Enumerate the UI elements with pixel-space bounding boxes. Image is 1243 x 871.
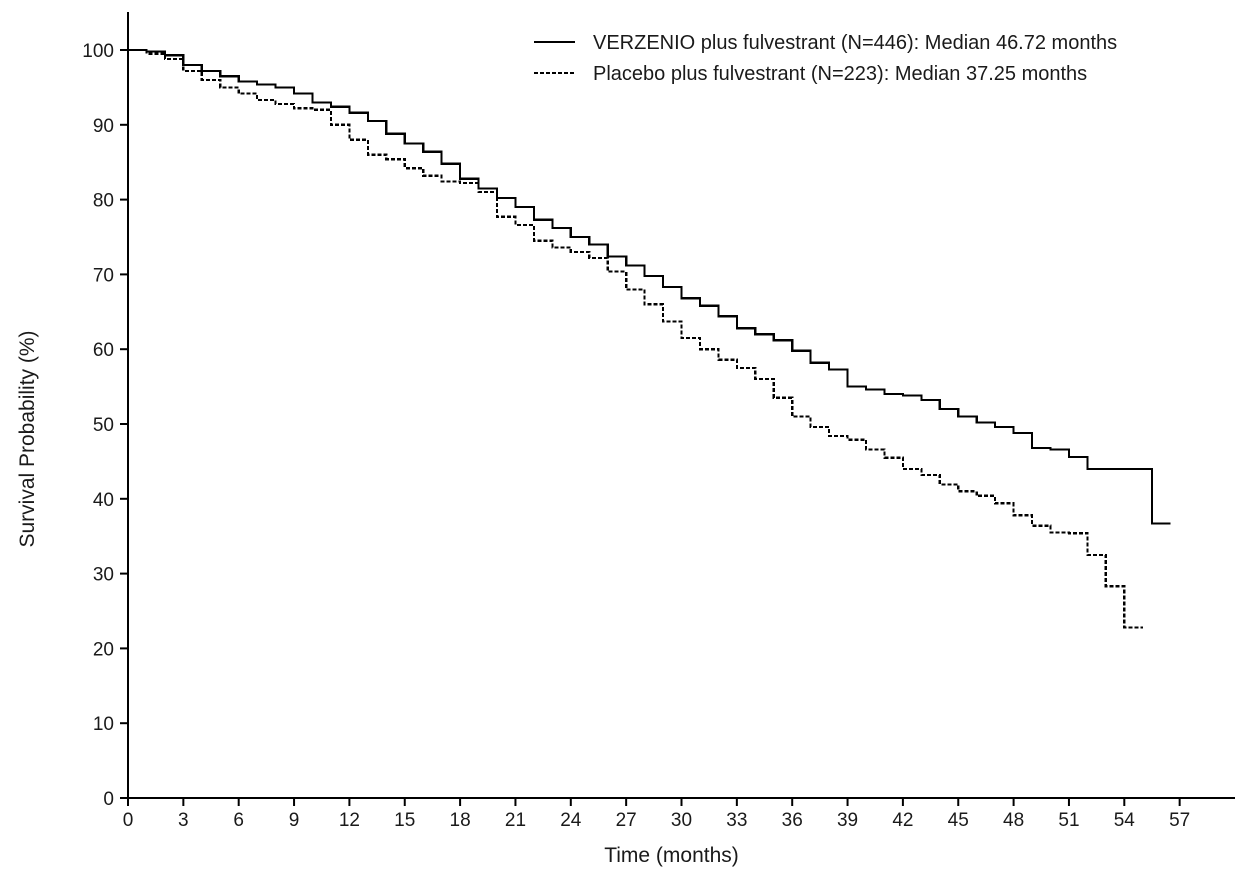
x-tick-label: 21 xyxy=(505,810,526,831)
x-tick-label: 45 xyxy=(948,810,969,831)
y-tick-label: 0 xyxy=(103,789,114,810)
x-tick-label: 18 xyxy=(450,810,471,831)
series-lines xyxy=(128,48,1171,629)
x-tick-label: 51 xyxy=(1058,810,1079,831)
y-tick-label: 70 xyxy=(93,265,114,286)
x-axis: 0 3 6 9 12 15 18 21 24 27 30 33 36 39 42 45 48 51 54 57 xyxy=(123,797,1235,831)
x-tick-label: 12 xyxy=(339,810,360,831)
x-tick-label: 42 xyxy=(892,810,913,831)
y-tick-label: 30 xyxy=(93,565,114,586)
y-tick-label: 50 xyxy=(93,415,114,436)
x-tick-label: 57 xyxy=(1169,810,1190,831)
y-tick-label: 40 xyxy=(93,490,114,511)
y-tick-label: 20 xyxy=(93,639,114,660)
x-tick-label: 15 xyxy=(394,810,415,831)
series-line-verzenio xyxy=(128,48,1171,525)
x-tick-label: 0 xyxy=(123,810,134,831)
legend-label: Placebo plus fulvestrant (N=223): Median… xyxy=(593,63,1087,85)
y-tick-label: 100 xyxy=(82,41,114,62)
x-tick-label: 24 xyxy=(560,810,582,831)
x-tick-label: 36 xyxy=(782,810,803,831)
x-tick-label: 33 xyxy=(726,810,747,831)
x-tick-label: 27 xyxy=(616,810,637,831)
x-tick-label: 48 xyxy=(1003,810,1024,831)
x-tick-label: 9 xyxy=(289,810,300,831)
x-tick-label: 3 xyxy=(178,810,189,831)
y-axis-title: Survival Probability (%) xyxy=(16,330,39,547)
legend-label: VERZENIO plus fulvestrant (N=446): Media… xyxy=(593,32,1117,54)
y-tick-label: 90 xyxy=(93,116,114,137)
y-axis: 0 10 20 30 40 50 60 70 80 90 100 xyxy=(82,12,129,810)
x-tick-label: 30 xyxy=(671,810,692,831)
y-tick-label: 10 xyxy=(93,714,114,735)
x-tick-label: 54 xyxy=(1114,810,1136,831)
legend: VERZENIO plus fulvestrant (N=446): Media… xyxy=(534,32,1117,85)
series-line-placebo xyxy=(128,48,1143,629)
x-tick-label: 39 xyxy=(837,810,858,831)
y-tick-label: 60 xyxy=(93,340,114,361)
x-axis-title: Time (months) xyxy=(604,844,739,867)
y-tick-label: 80 xyxy=(93,191,114,212)
x-tick-label: 6 xyxy=(233,810,244,831)
